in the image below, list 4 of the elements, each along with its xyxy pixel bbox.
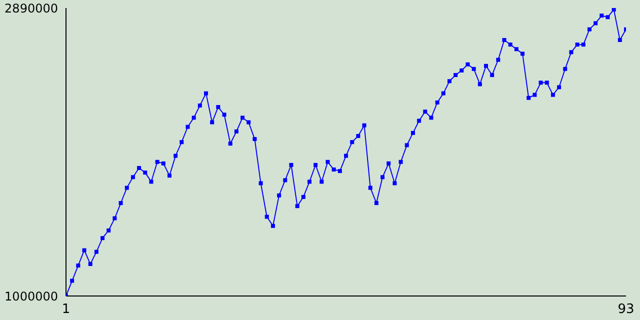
y-tick-label: 2890000: [4, 1, 58, 16]
x-tick-label: 1: [62, 302, 70, 318]
x-tick-label: 93: [618, 302, 634, 318]
y-tick-label: 1000000: [4, 289, 58, 304]
